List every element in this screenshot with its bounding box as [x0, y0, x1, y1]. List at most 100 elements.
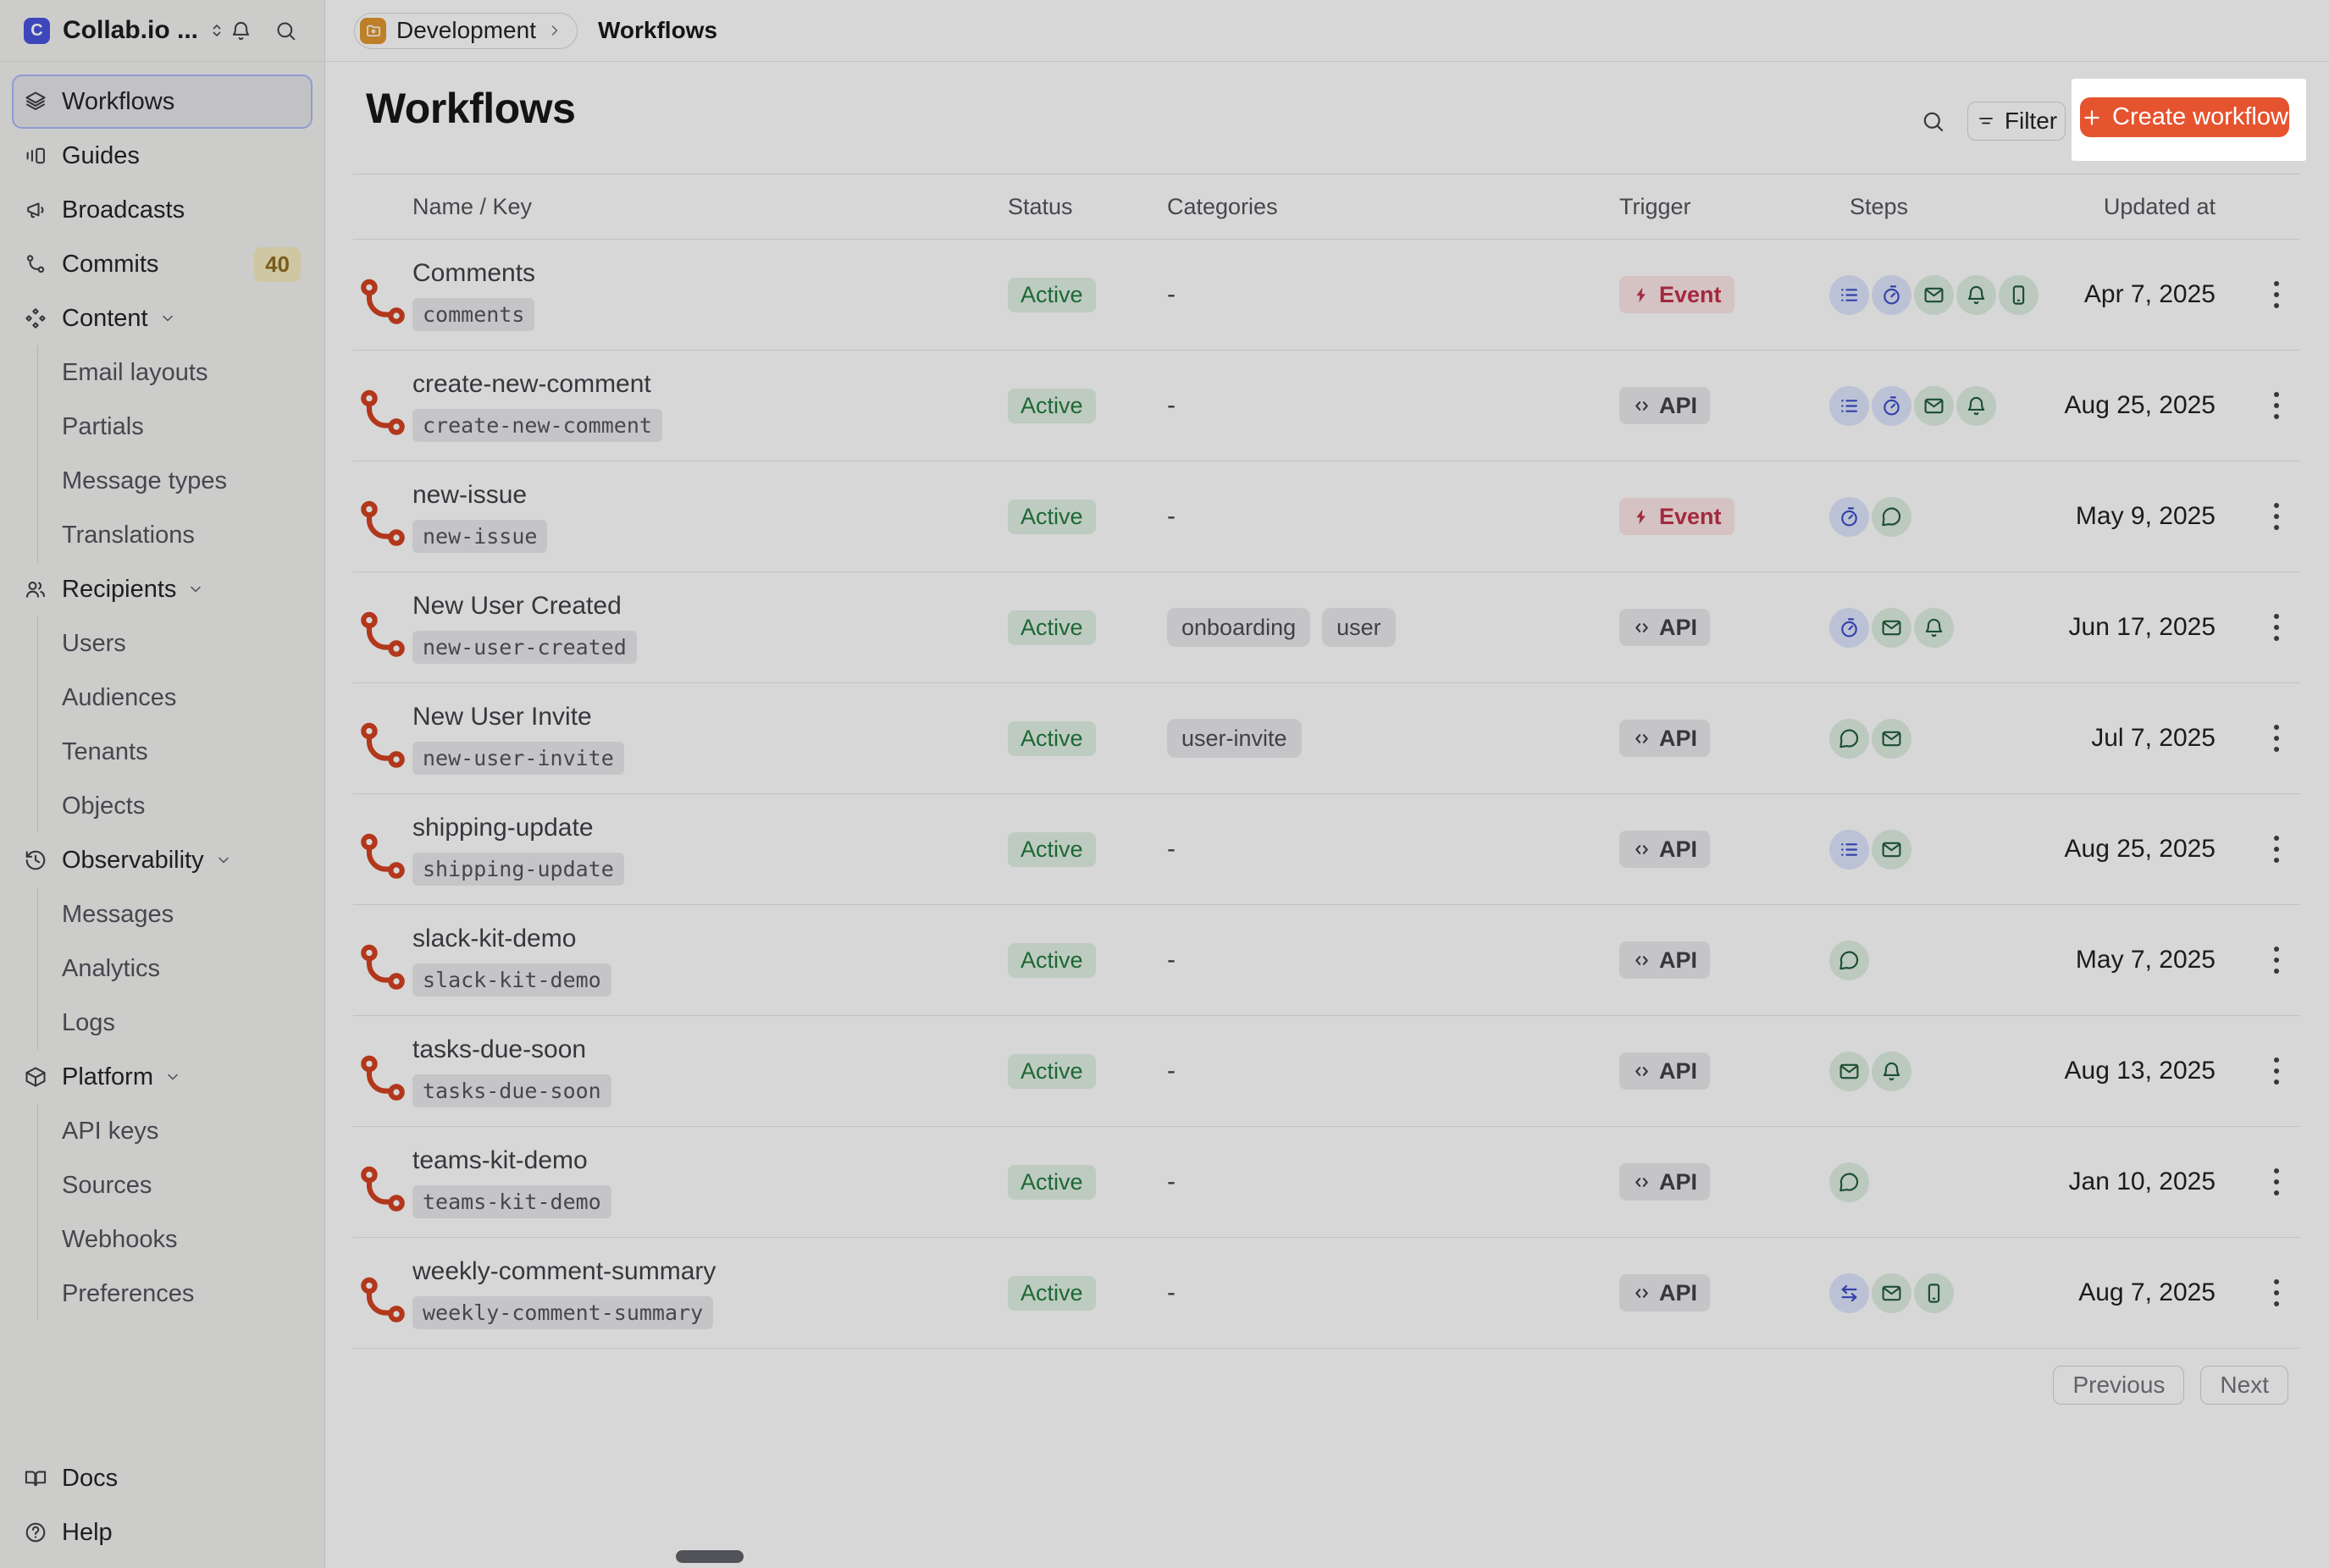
- sidebar-item-logs[interactable]: Logs: [38, 996, 313, 1050]
- row-icon-cell: [353, 257, 412, 332]
- sidebar-item-audiences[interactable]: Audiences: [38, 671, 313, 725]
- sidebar-item-platform[interactable]: Platform: [12, 1050, 313, 1104]
- table-row[interactable]: New User Created new-user-created Active on…: [353, 572, 2300, 683]
- next-button[interactable]: Next: [2200, 1366, 2288, 1405]
- batch-step-icon: [1829, 274, 1869, 315]
- sidebar-subitem-label: Audiences: [62, 683, 177, 711]
- sidebar-item-sources[interactable]: Sources: [38, 1158, 313, 1212]
- status-badge: Active: [1008, 499, 1096, 534]
- chevrons-up-down-icon[interactable]: [207, 20, 227, 41]
- kebab-dot: [2274, 1079, 2279, 1085]
- chevron-right-icon: [546, 22, 563, 39]
- sidebar-item-help[interactable]: Help: [12, 1505, 313, 1560]
- steps-cell: [1824, 385, 2038, 426]
- sidebar-sublist-platform: API keys Sources Webhooks Preferences: [37, 1104, 313, 1321]
- table-row[interactable]: teams-kit-demo teams-kit-demo Active - API Ja…: [353, 1127, 2300, 1238]
- table-row[interactable]: new-issue new-issue Active - Event May 9, 202…: [353, 461, 2300, 572]
- sidebar-item-analytics[interactable]: Analytics: [38, 941, 313, 996]
- row-menu-button[interactable]: [2258, 1046, 2295, 1096]
- environment-label: Development: [396, 17, 536, 43]
- sidebar-item-message-types[interactable]: Message types: [38, 454, 313, 508]
- row-menu-button[interactable]: [2258, 602, 2295, 653]
- empty-categories: -: [1167, 280, 1176, 308]
- row-menu-button[interactable]: [2258, 269, 2295, 320]
- sidebar-item-label: Platform: [62, 1063, 153, 1090]
- row-menu-button[interactable]: [2258, 1157, 2295, 1207]
- table-row[interactable]: tasks-due-soon tasks-due-soon Active - API Au…: [353, 1016, 2300, 1127]
- row-menu-button[interactable]: [2258, 935, 2295, 986]
- row-menu-button[interactable]: [2258, 713, 2295, 764]
- workspace-switcher[interactable]: C Collab.io ...: [0, 0, 324, 62]
- delay-step-icon: [1872, 274, 1911, 315]
- sidebar-subitem-label: Analytics: [62, 954, 161, 982]
- create-workflow-button[interactable]: Create workflow: [2080, 97, 2289, 137]
- kebab-dot: [2274, 303, 2279, 308]
- name-key-cell: create-new-comment create-new-comment: [412, 370, 1008, 442]
- highlight-box: Create workflow: [2072, 79, 2306, 161]
- sidebar-item-content[interactable]: Content: [12, 291, 313, 345]
- breadcrumb: Development Workflows: [325, 0, 2329, 62]
- sidebar-item-preferences[interactable]: Preferences: [38, 1267, 313, 1321]
- horizontal-scrollbar-thumb[interactable]: [676, 1550, 744, 1563]
- col-name-key: Name / Key: [412, 193, 533, 219]
- sidebar-item-broadcasts[interactable]: Broadcasts: [12, 183, 313, 237]
- bell-icon[interactable]: [230, 19, 252, 42]
- categories-cell: -: [1167, 391, 1619, 420]
- updated-at: Aug 25, 2025: [2064, 835, 2216, 863]
- table-row[interactable]: create-new-comment create-new-comment Acti…: [353, 351, 2300, 461]
- sidebar-sublist-content: Email layouts Partials Message types Transl…: [37, 345, 313, 562]
- sidebar-item-translations[interactable]: Translations: [38, 508, 313, 562]
- book-icon: [24, 1466, 47, 1490]
- batch-step-icon: [1829, 385, 1869, 426]
- table-search-icon[interactable]: [1921, 109, 1945, 134]
- help-icon: [24, 1521, 47, 1544]
- row-menu-button[interactable]: [2258, 824, 2295, 875]
- row-menu-button[interactable]: [2258, 380, 2295, 431]
- status-badge: Active: [1008, 831, 1096, 867]
- name-key-cell: teams-kit-demo teams-kit-demo: [412, 1146, 1008, 1218]
- sidebar-item-api-keys[interactable]: API keys: [38, 1104, 313, 1158]
- row-icon-cell: [353, 479, 412, 554]
- status-cell: Active: [1008, 831, 1167, 867]
- environment-pill[interactable]: Development: [354, 12, 578, 49]
- sidebar-item-commits[interactable]: Commits 40: [12, 237, 313, 291]
- sidebar-item-webhooks[interactable]: Webhooks: [38, 1212, 313, 1267]
- sidebar-item-recipients[interactable]: Recipients: [12, 562, 313, 616]
- workflow-name: teams-kit-demo: [412, 1146, 588, 1174]
- sidebar-item-tenants[interactable]: Tenants: [38, 725, 313, 779]
- filter-button[interactable]: Filter: [1967, 102, 2066, 141]
- row-menu-button[interactable]: [2258, 491, 2295, 542]
- sidebar-item-observability[interactable]: Observability: [12, 833, 313, 887]
- previous-button[interactable]: Previous: [2053, 1366, 2185, 1405]
- col-categories: Categories: [1167, 193, 1278, 219]
- sidebar-item-messages[interactable]: Messages: [38, 887, 313, 941]
- table-row[interactable]: shipping-update shipping-update Active - API…: [353, 794, 2300, 905]
- sidebar-item-guides[interactable]: Guides: [12, 129, 313, 183]
- search-icon[interactable]: [274, 19, 297, 42]
- workflow-name: create-new-comment: [412, 369, 651, 398]
- sidebar-item-users[interactable]: Users: [38, 616, 313, 671]
- branch-icon: [24, 252, 47, 276]
- sidebar-item-workflows[interactable]: Workflows: [12, 75, 313, 129]
- table-row[interactable]: slack-kit-demo slack-kit-demo Active - API Ma…: [353, 905, 2300, 1016]
- sidebar-item-partials[interactable]: Partials: [38, 400, 313, 454]
- sidebar-item-email-layouts[interactable]: Email layouts: [38, 345, 313, 400]
- steps-cell: [1824, 718, 2038, 759]
- sidebar-item-objects[interactable]: Objects: [38, 779, 313, 833]
- row-menu-button[interactable]: [2258, 1267, 2295, 1318]
- steps-cell: [1824, 496, 2038, 537]
- page-title: Workflows: [366, 85, 576, 132]
- table-row[interactable]: New User Invite new-user-invite Active user…: [353, 683, 2300, 794]
- row-icon-cell: [353, 590, 412, 665]
- name-key-cell: slack-kit-demo slack-kit-demo: [412, 925, 1008, 997]
- table-row[interactable]: weekly-comment-summary weekly-comment-sum…: [353, 1238, 2300, 1349]
- table-row[interactable]: Comments comments Active - Event Apr 7, 2025: [353, 240, 2300, 351]
- trigger-label: API: [1659, 836, 1698, 862]
- table-body: Comments comments Active - Event Apr 7, 2025 c…: [353, 240, 2300, 1349]
- row-icon-cell: [353, 1145, 412, 1219]
- empty-categories: -: [1167, 391, 1176, 419]
- sidebar-item-docs[interactable]: Docs: [12, 1451, 313, 1505]
- bell-step-icon: [1956, 385, 1996, 426]
- categories-cell: -: [1167, 280, 1619, 309]
- workflow-icon: [353, 605, 412, 665]
